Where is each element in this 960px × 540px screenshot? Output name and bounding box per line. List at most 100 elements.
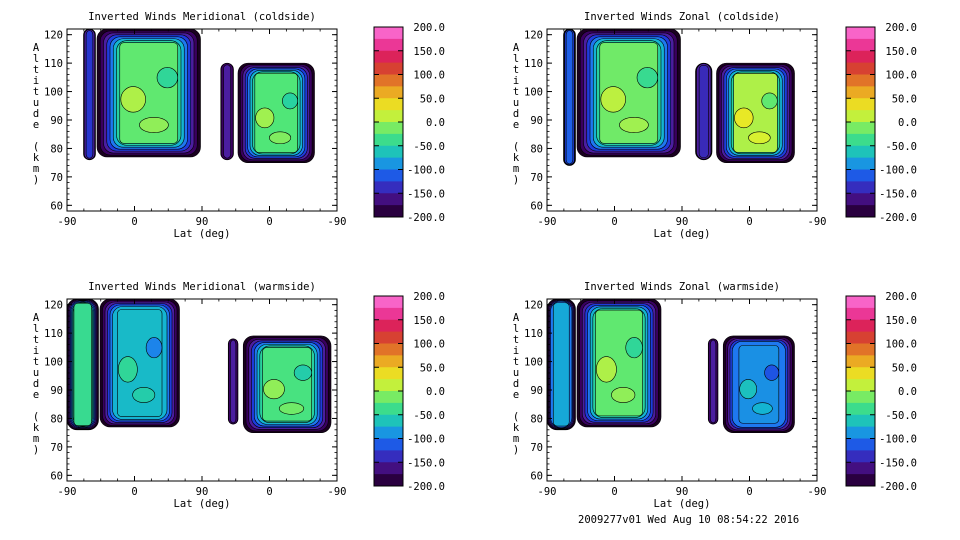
data-region-4 <box>242 335 332 433</box>
data-region-1 <box>547 299 576 431</box>
colorbar-swatch <box>846 98 875 111</box>
plot-area <box>83 29 315 163</box>
x-tick-label: 0 <box>266 216 272 228</box>
colorbar-swatch <box>846 474 875 487</box>
chart-title: Inverted Winds Meridional (coldside) <box>88 11 316 23</box>
colorbar-swatch <box>846 367 875 380</box>
x-tick-label: 0 <box>746 216 752 228</box>
colorbar-label: -100.0 <box>879 165 917 177</box>
x-tick-label: -90 <box>538 486 557 498</box>
colorbar-swatch <box>846 110 875 123</box>
y-tick-label: 120 <box>524 300 543 312</box>
colorbar-swatch <box>374 181 403 194</box>
colorbar-label: 0.0 <box>898 117 917 129</box>
y-tick-label: 80 <box>530 143 543 155</box>
colorbar-swatch <box>846 133 875 147</box>
data-region-3 <box>695 62 713 161</box>
x-tick-label: -90 <box>808 216 827 228</box>
colorbar: 200.0 150.0 100.0 50.0 0.0 -50.0 -100.0 -150.0 -… <box>845 22 917 224</box>
colorbar-swatch <box>374 438 403 451</box>
y-tick-label: 110 <box>44 328 63 340</box>
colorbar-label: 100.0 <box>413 70 445 82</box>
colorbar-swatch <box>846 391 875 404</box>
y-tick-label: 100 <box>524 87 543 99</box>
x-tick-label: 0 <box>746 486 752 498</box>
colorbar-swatch <box>846 169 875 182</box>
colorbar-swatch <box>846 438 875 451</box>
data-region-2 <box>99 299 180 428</box>
x-tick-label: -90 <box>328 486 347 498</box>
y-tick-label: 100 <box>524 357 543 369</box>
colorbar-swatch <box>374 414 403 428</box>
colorbar: 200.0 150.0 100.0 50.0 0.0 -50.0 -100.0 -150.0 -… <box>373 22 445 224</box>
y-tick-label: 100 <box>44 87 63 99</box>
data-region-3 <box>707 338 719 425</box>
colorbar-label: 200.0 <box>885 22 917 34</box>
colorbar-label: -150.0 <box>879 188 917 200</box>
colorbar-swatch <box>846 296 875 309</box>
y-tick-label: 80 <box>50 413 63 425</box>
data-region-3 <box>220 62 234 161</box>
colorbar-label: -50.0 <box>413 410 445 422</box>
colorbar-label: 150.0 <box>413 315 445 327</box>
colorbar-swatch <box>374 157 403 170</box>
x-tick-label: 90 <box>676 486 689 498</box>
colorbar-swatch <box>374 110 403 123</box>
colorbar-label: -150.0 <box>407 188 445 200</box>
chart-panel-2: 60 70 80 90 100 110 120 -90 0 90 0 -90 Inverted Wind… <box>513 11 917 240</box>
colorbar-swatch <box>846 379 875 392</box>
colorbar-swatch <box>374 474 403 487</box>
colorbar-label: 50.0 <box>420 93 445 105</box>
colorbar-label: -50.0 <box>885 410 917 422</box>
y-tick-label: 70 <box>530 442 543 454</box>
colorbar-swatch <box>846 343 875 356</box>
colorbar-swatch <box>846 331 875 344</box>
x-tick-label: 0 <box>131 486 137 498</box>
colorbar-swatch <box>846 181 875 194</box>
colorbar-swatch <box>374 74 403 87</box>
colorbar-swatch <box>374 205 403 218</box>
colorbar-swatch <box>374 86 403 99</box>
colorbar-label: -100.0 <box>879 434 917 446</box>
colorbar: 200.0 150.0 100.0 50.0 0.0 -50.0 -100.0 -150.0 -… <box>845 291 917 493</box>
colorbar-swatch <box>374 122 403 135</box>
colorbar-label: -100.0 <box>407 165 445 177</box>
colorbar-swatch <box>846 205 875 218</box>
colorbar-swatch <box>846 355 875 368</box>
y-tick-label: 60 <box>530 470 543 482</box>
data-region-1 <box>83 29 96 161</box>
colorbar-label: 200.0 <box>413 291 445 303</box>
y-tick-label: 90 <box>530 115 543 127</box>
y-tick-label: 120 <box>44 30 63 42</box>
colorbar-label: 200.0 <box>413 22 445 34</box>
x-axis-label: Lat (deg) <box>174 228 231 240</box>
x-axis-label: Lat (deg) <box>654 498 711 510</box>
colorbar-swatch <box>846 27 875 40</box>
y-tick-label: 70 <box>50 172 63 184</box>
colorbar-label: 200.0 <box>885 291 917 303</box>
x-tick-label: -90 <box>538 216 557 228</box>
colorbar-swatch <box>846 74 875 87</box>
plot-area <box>67 299 332 433</box>
colorbar-label: 50.0 <box>892 93 917 105</box>
data-region-2 <box>576 29 681 158</box>
colorbar-swatch <box>374 169 403 182</box>
colorbar-swatch <box>846 38 875 52</box>
colorbar-swatch <box>846 319 875 333</box>
y-tick-label: 60 <box>50 470 63 482</box>
y-tick-label: 120 <box>44 300 63 312</box>
colorbar-swatch <box>374 343 403 356</box>
y-tick-label: 80 <box>50 143 63 155</box>
y-tick-label: 60 <box>50 200 63 212</box>
colorbar-swatch <box>374 367 403 380</box>
y-tick-label: 80 <box>530 413 543 425</box>
colorbar-label: -200.0 <box>407 481 445 493</box>
colorbar-swatch <box>846 462 875 475</box>
colorbar: 200.0 150.0 100.0 50.0 0.0 -50.0 -100.0 -150.0 -… <box>373 291 445 493</box>
colorbar-swatch <box>374 27 403 40</box>
y-tick-label: 90 <box>50 385 63 397</box>
